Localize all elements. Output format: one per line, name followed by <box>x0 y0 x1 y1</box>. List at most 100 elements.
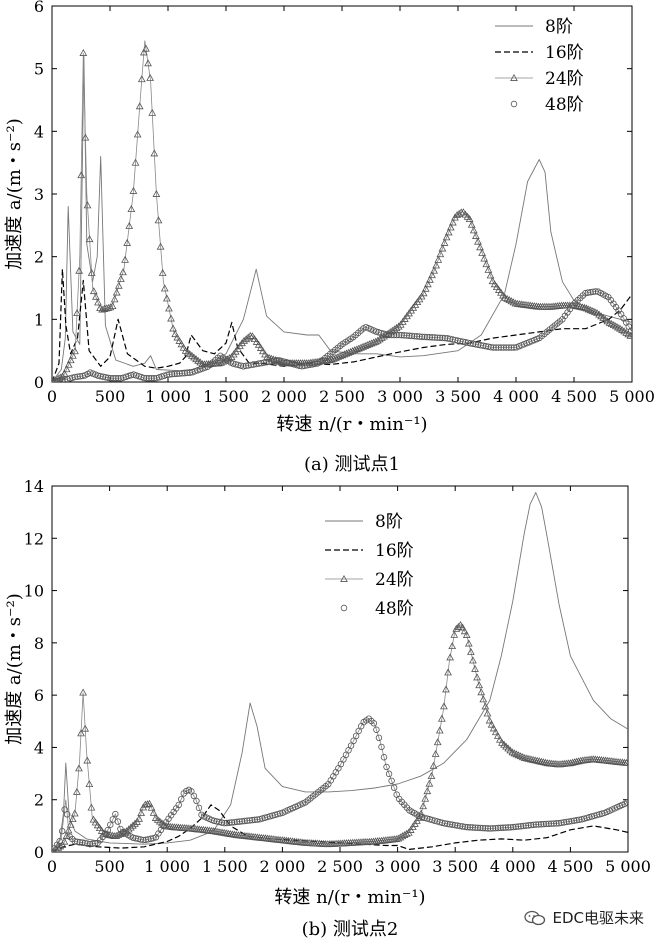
legend-label: 8阶 <box>545 17 573 37</box>
data-point <box>71 373 79 381</box>
data-point <box>390 784 398 791</box>
data-point <box>81 133 90 141</box>
data-point <box>52 378 58 382</box>
data-point <box>466 647 475 655</box>
data-point <box>423 787 432 795</box>
data-point <box>385 331 393 339</box>
data-point <box>475 681 484 689</box>
data-point <box>482 260 491 268</box>
x-tick-label: 1 000 <box>145 387 191 406</box>
x-tick-label: 0 <box>47 857 57 876</box>
data-point <box>509 298 518 306</box>
data-point <box>522 822 530 829</box>
data-point <box>140 374 148 382</box>
data-point <box>531 756 540 764</box>
data-point <box>107 375 114 382</box>
data-point <box>296 362 303 370</box>
data-point <box>456 822 464 830</box>
data-point <box>490 344 497 351</box>
data-point <box>243 817 251 824</box>
data-point <box>388 777 395 784</box>
data-point <box>529 755 537 763</box>
data-point <box>106 831 114 839</box>
data-point <box>474 237 482 245</box>
y-tick-label: 0 <box>34 843 44 862</box>
data-point <box>444 668 452 676</box>
legend-item: 24阶 <box>495 69 584 89</box>
data-point <box>127 371 135 379</box>
data-point <box>448 642 457 650</box>
data-point <box>591 308 599 316</box>
data-point <box>452 624 461 632</box>
data-point <box>568 817 575 825</box>
data-point <box>429 334 436 341</box>
legend-label: 24阶 <box>375 570 414 590</box>
data-point <box>560 819 568 826</box>
x-tick-label: 2 000 <box>261 387 307 406</box>
data-point <box>184 369 191 377</box>
data-point <box>125 221 134 229</box>
data-point <box>460 627 469 635</box>
data-point <box>221 819 228 827</box>
data-point <box>485 716 494 724</box>
data-point <box>584 289 592 296</box>
data-point <box>545 820 552 828</box>
data-point <box>539 758 548 766</box>
x-tick-label: 1 000 <box>144 857 190 876</box>
data-point <box>442 233 451 241</box>
y-tick-label: 5 <box>34 60 44 79</box>
data-point <box>156 242 165 250</box>
data-point <box>488 277 497 285</box>
data-point <box>87 803 96 811</box>
data-point <box>352 732 360 740</box>
data-point <box>543 820 550 828</box>
data-point <box>127 205 136 213</box>
data-point <box>148 108 157 116</box>
data-point <box>432 261 441 269</box>
data-point <box>246 817 253 824</box>
data-point <box>450 630 459 638</box>
data-point <box>413 333 421 340</box>
data-point <box>495 344 502 351</box>
data-point <box>611 322 620 330</box>
legend-item: 24阶 <box>325 570 414 590</box>
data-point <box>238 818 246 825</box>
data-point <box>89 287 98 295</box>
data-point <box>56 842 65 850</box>
x-tick-label: 4 000 <box>490 857 536 876</box>
y-tick-label: 6 <box>34 0 44 16</box>
data-point <box>489 724 498 732</box>
data-point <box>147 803 156 811</box>
data-point <box>511 299 520 307</box>
series-line <box>52 268 632 382</box>
data-point <box>64 360 73 368</box>
data-point <box>149 808 158 816</box>
data-point <box>148 375 155 382</box>
data-point <box>435 726 444 734</box>
data-point <box>128 821 137 829</box>
x-tick-label: 0 <box>47 387 57 406</box>
data-point <box>446 821 454 828</box>
data-point <box>476 243 484 251</box>
data-point <box>421 794 430 802</box>
legend-label: 48阶 <box>545 95 584 115</box>
data-point <box>510 749 519 757</box>
data-point <box>497 824 504 832</box>
data-point <box>492 824 499 832</box>
data-point <box>383 763 390 771</box>
legend-item: 48阶 <box>340 599 414 619</box>
data-point <box>426 334 433 341</box>
data-point <box>541 758 550 766</box>
data-point <box>427 772 436 780</box>
data-point <box>622 758 628 766</box>
data-point <box>587 289 594 296</box>
data-point <box>423 333 431 341</box>
data-point <box>73 787 81 795</box>
data-point <box>580 303 589 311</box>
x-axis-label: 转速 n/(r・min⁻¹) <box>276 414 427 435</box>
legend-label: 16阶 <box>545 43 584 63</box>
data-point <box>449 218 457 226</box>
data-point <box>115 375 122 382</box>
data-point <box>226 819 233 826</box>
